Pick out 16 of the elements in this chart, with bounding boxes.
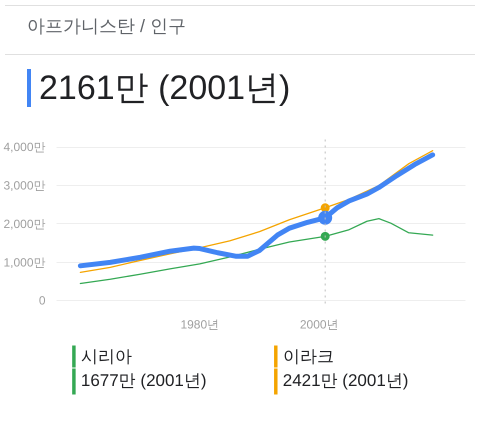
chart-title: 아프가니스탄 / 인구: [26, 15, 186, 38]
y-tick-label: 1,000만: [3, 255, 46, 270]
legend-label: 시리아: [80, 347, 132, 366]
text: 2421만 (2001년): [282, 371, 408, 390]
text: 2161만 (2001년): [27, 69, 290, 107]
x-tick-label: 1980년: [180, 318, 220, 332]
point: [320, 232, 330, 241]
y-tick-label: 3,000만: [3, 178, 46, 193]
legend-label: 이라크: [282, 347, 334, 366]
text: 1677만 (2001년): [80, 371, 207, 390]
x-tick-label: 2000년: [300, 318, 339, 332]
y-tick-label: 0: [38, 294, 46, 308]
y-tick-label: 4,000만: [3, 140, 46, 154]
point: [318, 210, 332, 225]
y-tick-label: 2,000만: [3, 216, 46, 231]
line-series: [80, 218, 434, 284]
